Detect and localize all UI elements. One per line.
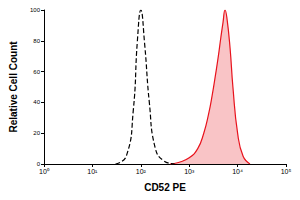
- svg-text:CD52 PE: CD52 PE: [144, 182, 186, 193]
- svg-text:100: 100: [30, 7, 41, 13]
- svg-text:20: 20: [33, 130, 40, 136]
- svg-text:10¹: 10¹: [87, 168, 98, 175]
- svg-text:10⁰: 10⁰: [39, 168, 50, 175]
- svg-text:60: 60: [33, 69, 40, 75]
- svg-text:80: 80: [33, 38, 40, 44]
- svg-text:10²: 10²: [136, 168, 147, 175]
- svg-text:Relative Cell Count: Relative Cell Count: [8, 41, 19, 133]
- svg-text:10³: 10³: [184, 168, 195, 175]
- svg-text:0: 0: [37, 161, 41, 167]
- svg-text:10⁵: 10⁵: [281, 168, 292, 175]
- svg-text:40: 40: [33, 99, 40, 105]
- svg-text:10⁴: 10⁴: [232, 168, 243, 175]
